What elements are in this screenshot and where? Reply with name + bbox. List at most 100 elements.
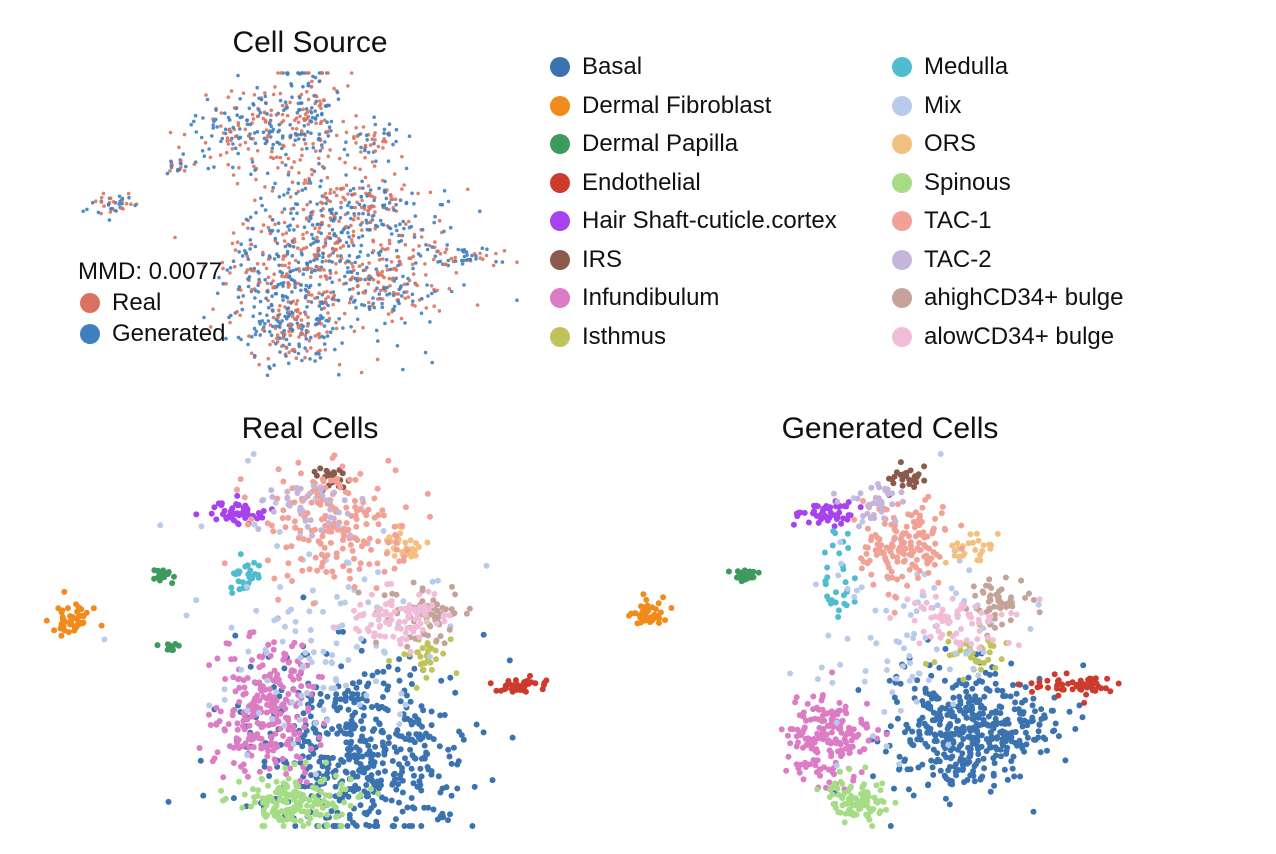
- generated-point: [474, 254, 478, 258]
- generated-basal-point: [950, 738, 957, 744]
- generated-infundibulum-point: [806, 736, 813, 743]
- generated-tac-2-point: [892, 518, 899, 525]
- generated-point: [277, 195, 282, 199]
- real-point: [295, 224, 300, 228]
- real-point: [328, 253, 333, 257]
- generated-point: [252, 131, 257, 135]
- generated-ors-point: [970, 539, 976, 546]
- legend-marker: [892, 95, 912, 116]
- real-point: [432, 304, 437, 308]
- generated-alowcd34-bulge-point: [976, 620, 982, 626]
- generated-basal-point: [1050, 707, 1056, 714]
- real-point: [119, 206, 124, 210]
- real-mix-point: [320, 707, 327, 713]
- generated-infundibulum-point: [864, 700, 870, 707]
- real-point: [381, 146, 385, 150]
- generated-point: [279, 282, 283, 286]
- generated-tac-1-point: [863, 550, 870, 557]
- legend-item: Medulla: [892, 48, 1124, 87]
- real-point: [305, 202, 309, 207]
- generated-point: [500, 260, 505, 264]
- real-point: [263, 185, 267, 189]
- real-point: [360, 262, 365, 267]
- generated-spinous-point: [869, 823, 876, 829]
- generated-endothelial-point: [1028, 680, 1035, 687]
- real-dermal-papilla-point: [160, 567, 167, 574]
- real-point: [399, 316, 404, 321]
- generated-basal-point: [922, 687, 929, 694]
- generated-basal-point: [937, 767, 944, 774]
- real-basal-point: [411, 739, 418, 746]
- real-point: [280, 274, 284, 278]
- generated-point: [430, 291, 434, 296]
- real-basal-point: [455, 758, 462, 765]
- real-point: [378, 272, 383, 276]
- generated-mix-point: [899, 663, 906, 670]
- real-mix-point: [221, 686, 228, 693]
- real-point: [284, 231, 289, 235]
- real-irs-point: [317, 465, 324, 472]
- generated-point: [290, 278, 295, 282]
- real-irs-point: [311, 468, 318, 475]
- real-tac-1-point: [285, 560, 292, 567]
- real-dermal-fibroblast-point: [75, 613, 82, 620]
- generated-basal-point: [933, 693, 940, 700]
- real-point: [239, 300, 244, 305]
- generated-basal-point: [1007, 693, 1014, 700]
- real-tac-2-point: [325, 519, 332, 526]
- real-basal-point: [328, 808, 335, 815]
- generated-basal-point: [1003, 750, 1010, 757]
- generated-mix-point: [814, 676, 821, 683]
- real-basal-point: [435, 773, 442, 780]
- real-point: [370, 160, 375, 164]
- real-basal-point: [409, 823, 416, 829]
- generated-point: [306, 130, 310, 134]
- generated-point: [387, 133, 391, 137]
- real-point: [353, 205, 358, 210]
- real-point: [290, 180, 295, 184]
- real-basal-point: [375, 809, 382, 816]
- generated-infundibulum-point: [797, 729, 804, 736]
- real-spinous-point: [316, 823, 323, 829]
- real-infundibulum-point: [228, 656, 235, 663]
- generated-basal-point: [916, 728, 923, 735]
- generated-tac-1-point: [930, 549, 937, 556]
- real-tac-1-point: [308, 499, 315, 506]
- generated-point: [394, 248, 399, 253]
- real-alowcd34-bulge-point: [385, 600, 392, 607]
- real-point: [339, 186, 343, 191]
- generated-basal-point: [934, 750, 941, 757]
- legend-item-real: Real: [78, 287, 225, 318]
- generated-ors-point: [975, 537, 982, 544]
- legend-item: IRS: [550, 241, 837, 280]
- generated-infundibulum-point: [828, 753, 835, 760]
- real-point: [372, 164, 377, 168]
- real-tac-2-point: [307, 517, 314, 524]
- generated-infundibulum-point: [820, 733, 826, 739]
- real-mix-point: [250, 451, 257, 457]
- generated-irs-point: [913, 479, 920, 486]
- real-point: [502, 249, 507, 253]
- real-tac-2-point: [335, 509, 342, 516]
- generated-point: [231, 165, 235, 170]
- generated-point: [237, 136, 241, 141]
- real-infundibulum-point: [236, 745, 242, 752]
- generated-point: [252, 305, 256, 309]
- generated-ors-point: [956, 553, 962, 560]
- real-point: [371, 238, 375, 243]
- generated-infundibulum-point: [848, 737, 855, 744]
- generated-point: [276, 130, 280, 134]
- generated-mix-point: [1035, 601, 1042, 608]
- real-point: [243, 140, 248, 145]
- generated-point: [339, 205, 343, 210]
- generated-tac-2-point: [868, 484, 875, 491]
- legend-marker: [550, 134, 570, 155]
- real-point: [280, 160, 284, 165]
- real-point: [264, 266, 269, 271]
- real-tac-1-point: [289, 578, 295, 584]
- real-cells-title: Real Cells: [241, 412, 379, 445]
- generated-point: [308, 119, 312, 123]
- real-tac-1-point: [264, 520, 271, 527]
- real-point: [322, 268, 326, 272]
- real-point: [328, 216, 333, 220]
